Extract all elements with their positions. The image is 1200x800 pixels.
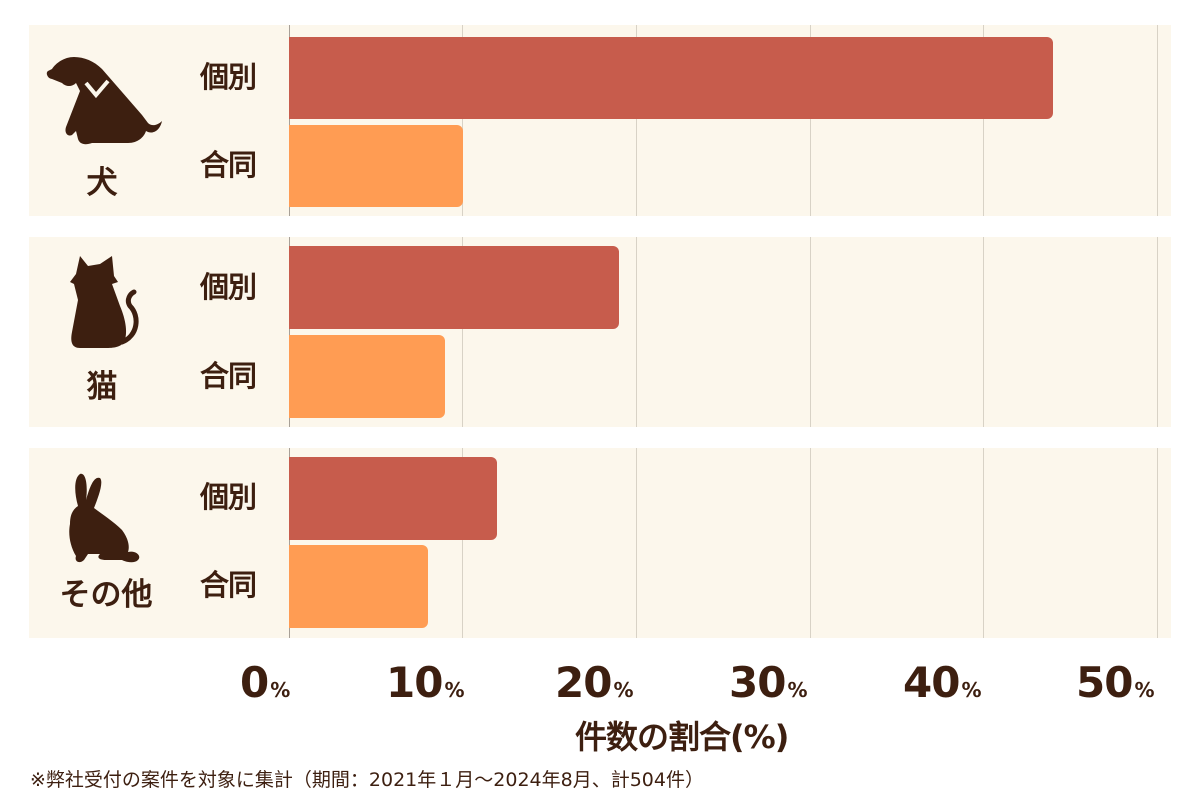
gridline — [462, 448, 463, 638]
bar-label-other-joint: 合同 — [200, 568, 257, 602]
gridline — [810, 237, 811, 427]
gridline — [983, 25, 984, 216]
x-tick-10: 10% — [386, 658, 465, 707]
bar-dog-joint — [289, 125, 463, 207]
x-axis-label: 件数の割合(%) — [575, 718, 789, 756]
bar-other-individual — [289, 457, 498, 540]
group-name-other: その他 — [59, 577, 153, 613]
x-tick-0: 0% — [240, 658, 290, 707]
gridline — [462, 237, 463, 427]
dog-icon — [46, 57, 162, 145]
gridline — [1157, 25, 1158, 216]
gridline — [810, 25, 811, 216]
gridline — [289, 448, 290, 638]
cat-icon — [70, 256, 139, 348]
bar-label-dog-individual: 個別 — [200, 60, 257, 94]
x-tick-50: 50% — [1076, 658, 1155, 707]
group-name-dog: 犬 — [86, 165, 118, 201]
bar-dog-individual — [289, 37, 1053, 119]
bar-cat-individual — [289, 246, 619, 329]
gridline — [636, 25, 637, 216]
gridline — [983, 237, 984, 427]
gridline — [636, 448, 637, 638]
x-tick-40: 40% — [903, 658, 982, 707]
group-name-cat: 猫 — [86, 369, 118, 405]
rabbit-icon — [69, 473, 140, 563]
bar-label-other-individual: 個別 — [200, 480, 257, 514]
bar-other-joint — [289, 545, 428, 628]
gridline — [462, 25, 463, 216]
group-panel-other — [29, 448, 1171, 638]
footnote: ※弊社受付の案件を対象に集計（期間：2021年１月～2024年8月、計504件） — [30, 769, 704, 791]
gridline — [1157, 237, 1158, 427]
gridline — [983, 448, 984, 638]
gridline — [810, 448, 811, 638]
bar-label-cat-individual: 個別 — [200, 270, 257, 304]
gridline — [636, 237, 637, 427]
x-tick-30: 30% — [729, 658, 808, 707]
gridline — [289, 25, 290, 216]
bar-label-cat-joint: 合同 — [200, 359, 257, 393]
bar-cat-joint — [289, 335, 446, 418]
bar-label-dog-joint: 合同 — [200, 148, 257, 182]
x-tick-20: 20% — [555, 658, 634, 707]
gridline — [1157, 448, 1158, 638]
gridline — [289, 237, 290, 427]
